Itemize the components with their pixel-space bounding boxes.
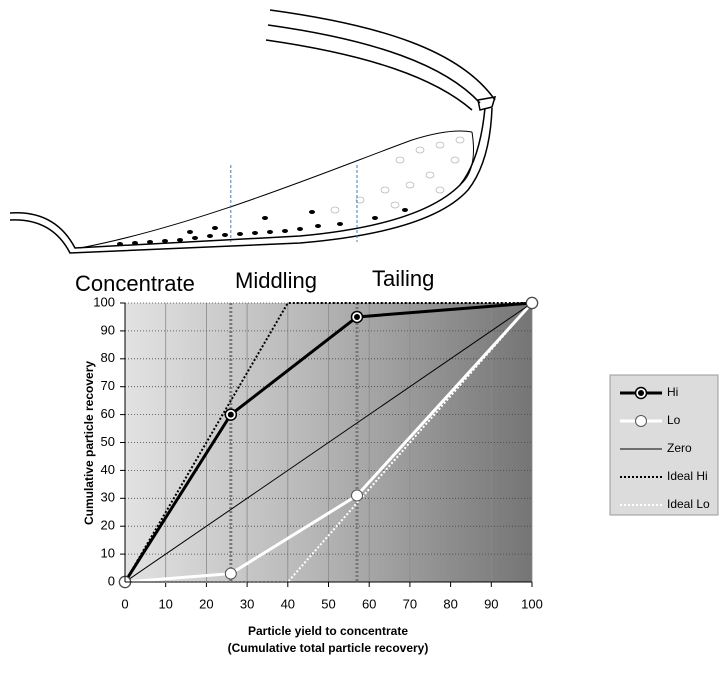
x-tick-label: 10 xyxy=(158,596,172,611)
y-tick-label: 100 xyxy=(93,294,115,309)
y-tick-label: 20 xyxy=(101,518,115,533)
legend-entries: Hi Lo Zero Ideal Hi Ideal Lo xyxy=(620,385,710,511)
x-tick-label: 60 xyxy=(362,596,376,611)
y-tick-label: 30 xyxy=(101,490,115,505)
annotation: Tailing xyxy=(372,266,434,291)
x-tick-label: 90 xyxy=(484,596,498,611)
marker-center xyxy=(353,313,360,320)
y-axis-title: Cumulative particle recovery xyxy=(82,361,96,525)
legend xyxy=(609,374,719,516)
x-tick-label: 80 xyxy=(443,596,457,611)
y-tick-label: 10 xyxy=(101,546,115,561)
y-tick-label: 40 xyxy=(101,462,115,477)
x-tick-label: 30 xyxy=(240,596,254,611)
legend-label: Zero xyxy=(667,441,692,455)
x-axis-title: Particle yield to concentrate xyxy=(248,624,408,638)
marker-center xyxy=(227,411,234,418)
plot xyxy=(118,296,539,589)
legend-label: Hi xyxy=(667,385,678,399)
annotation: Middling xyxy=(235,268,317,293)
y-tick-label: 50 xyxy=(101,434,115,449)
legend-label: Ideal Hi xyxy=(667,469,708,483)
marker xyxy=(635,415,647,427)
x-tick-label: 40 xyxy=(281,596,295,611)
y-tick-label: 0 xyxy=(108,573,115,588)
x-tick-label: 20 xyxy=(199,596,213,611)
x-tick-label: 0 xyxy=(121,596,128,611)
y-tick-label: 70 xyxy=(101,378,115,393)
x-tick-label: 70 xyxy=(403,596,417,611)
series-line xyxy=(124,302,533,583)
sediment xyxy=(117,208,408,246)
y-tick-label: 90 xyxy=(101,322,115,337)
fine-particles xyxy=(330,136,465,214)
sluice-diagram xyxy=(9,9,497,254)
marker xyxy=(526,297,538,309)
series-line xyxy=(124,302,532,583)
y-tick-label: 60 xyxy=(101,406,115,421)
diagram-separators xyxy=(230,165,358,242)
x-axis-title: (Cumulative total particle recovery) xyxy=(228,641,429,655)
legend-label: Lo xyxy=(667,413,681,427)
annotation: Concentrate xyxy=(75,271,195,296)
series-line xyxy=(123,301,533,583)
series-line xyxy=(125,302,533,583)
marker-center xyxy=(638,390,644,396)
x-tick-label: 100 xyxy=(521,596,543,611)
legend-label: Ideal Lo xyxy=(667,497,710,511)
marker xyxy=(350,489,363,502)
series-line xyxy=(124,301,534,584)
marker xyxy=(224,567,237,580)
x-tick-label: 50 xyxy=(321,596,335,611)
y-tick-label: 80 xyxy=(101,350,115,365)
